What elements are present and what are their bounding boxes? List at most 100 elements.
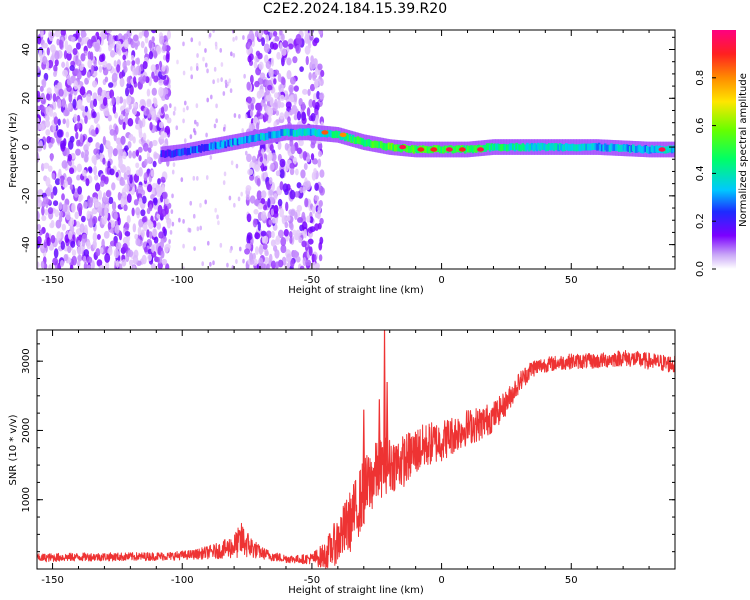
spectrogram-noise-cell [143, 158, 148, 166]
spectrogram-noise-cell [130, 54, 135, 61]
spectrogram-ridge-cell [614, 144, 618, 152]
spectrogram-ridge-cell [670, 146, 674, 154]
spectrogram-noise-cell [249, 109, 254, 118]
spectrogram-noise-cell [56, 38, 60, 46]
spectrogram-noise-cell [47, 207, 54, 215]
spectrogram-ridge-cell [406, 145, 409, 153]
spectrogram-ridge-cell [311, 128, 315, 136]
spectrogram-ridge-cell [379, 141, 383, 149]
spectrogram-noise-cell [46, 87, 52, 95]
spectrogram-noise-cell [142, 142, 149, 152]
spectrogram-noise-cell [79, 223, 85, 233]
spectrogram-noise-cell [89, 197, 94, 204]
snr-frame [36, 329, 676, 570]
spectrogram-noise-cell [131, 207, 135, 217]
spectrogram-noise-cell [182, 70, 186, 76]
spectrogram-noise-cell [43, 162, 50, 169]
spectrogram-noise-cell [319, 217, 324, 225]
spectrogram-noise-cell [37, 105, 41, 112]
spectrogram-noise-cell [279, 102, 285, 108]
spectrogram-ridge-cell [649, 146, 652, 154]
spectrogram-noise-cell [253, 199, 260, 206]
spectrogram-noise-cell [105, 190, 111, 198]
spectrogram-noise-cell [304, 197, 309, 208]
spectrogram-ridge-cell [510, 143, 514, 150]
spectrogram-noise-cell [67, 103, 72, 110]
spectrogram-frame [36, 29, 676, 270]
spectrogram-noise-cell [126, 215, 131, 224]
spectrogram-ridge-cell [636, 145, 640, 153]
spectrogram-noise-cell [60, 175, 64, 186]
spectrogram-noise-cell [182, 266, 185, 269]
spectrogram-ridge-cell [244, 135, 248, 143]
spectrogram-noise-cell [142, 132, 147, 141]
spectrogram-noise-cell [69, 167, 75, 175]
spectrogram-noise-cell [146, 229, 150, 238]
spectrogram-ridge-cell [302, 128, 305, 136]
spectrogram-noise-cell [294, 191, 300, 198]
spectrogram-ridge-cell [504, 144, 507, 151]
spectrogram-noise-cell [212, 79, 215, 85]
spectrogram-noise-cell [170, 209, 174, 214]
spectrogram-ridge-cell [168, 149, 171, 157]
spectrogram-noise-cell [289, 189, 296, 200]
spectrogram-noise-cell [308, 246, 313, 257]
spectrogram-noise-cell [286, 215, 291, 222]
spectrogram-ridge-cell [456, 145, 459, 153]
spectrogram-ridge-cell [328, 130, 332, 137]
spectrogram-ridge-cell [232, 138, 235, 146]
spectrogram-noise-cell [314, 78, 319, 89]
spectrogram-noise-cell [268, 68, 274, 78]
spectrogram-noise-cell [65, 118, 70, 129]
spectrogram-noise-cell [81, 37, 88, 45]
spectrogram-noise-cell [192, 213, 196, 219]
spectrogram-ridge-cell [656, 146, 660, 154]
spectrogram-ridge-cell [225, 139, 229, 147]
spectrogram-noise-cell [66, 85, 72, 92]
spectrogram-noise-cell [92, 239, 97, 250]
spectrogram-noise-cell [314, 108, 319, 116]
spectrogram-noise-cell [247, 168, 254, 176]
spectrogram-noise-cell [54, 59, 59, 67]
spectrogram-noise-cell [80, 53, 86, 62]
spectrogram-ridge-cell [493, 143, 497, 151]
colorbar-tick-label: 0.2 [695, 213, 706, 229]
spectrogram-ridge-cell [270, 131, 274, 139]
spectrogram-ridge-cell [451, 146, 455, 154]
spectrogram-noise-cell [267, 188, 274, 198]
spectrogram-noise-cell [195, 66, 199, 71]
spectrogram-noise-cell [280, 48, 287, 56]
spectrogram-noise-cell [269, 162, 275, 171]
spectrogram-noise-cell [246, 81, 251, 91]
spectrogram-noise-cell [250, 103, 255, 111]
spectrogram-noise-cell [108, 149, 113, 159]
spectrogram-noise-cell [267, 106, 274, 117]
spectrogram-ridge-cell [641, 146, 644, 154]
spectrogram-noise-cell [301, 240, 307, 248]
spectrogram-ridge-cell [224, 141, 227, 149]
spectrogram-noise-cell [76, 122, 81, 129]
spectrogram-noise-cell [93, 174, 99, 181]
spectrogram-noise-cell [109, 129, 116, 136]
spectrogram-noise-cell [92, 92, 98, 102]
spectrogram-ridge-cell [616, 144, 620, 151]
spectrogram-noise-cell [99, 143, 104, 154]
spectrogram-noise-cell [183, 100, 187, 106]
spectrogram-noise-cell [253, 208, 259, 215]
spectrogram-ridge-cell [516, 143, 520, 151]
spectrogram-ridge-cell [638, 144, 641, 152]
spectrogram-noise-cell [58, 201, 63, 211]
spectrogram-noise-cell [173, 106, 177, 112]
spectrogram-noise-cell [38, 49, 43, 58]
spectrogram-ridge-cell [423, 146, 427, 153]
spectrogram-noise-cell [40, 260, 45, 269]
spectrogram-ridge-cell [541, 143, 545, 150]
spectrogram-noise-cell [122, 121, 126, 130]
spectrogram-noise-cell [247, 96, 252, 104]
spectrogram-noise-cell [277, 198, 283, 207]
spectrogram-noise-cell [312, 92, 318, 101]
spectrogram-noise-cell [49, 32, 55, 39]
spectrogram-noise-cell [66, 77, 73, 86]
spectrogram-noise-cell [52, 257, 59, 266]
spectrogram-noise-cell [222, 180, 226, 186]
